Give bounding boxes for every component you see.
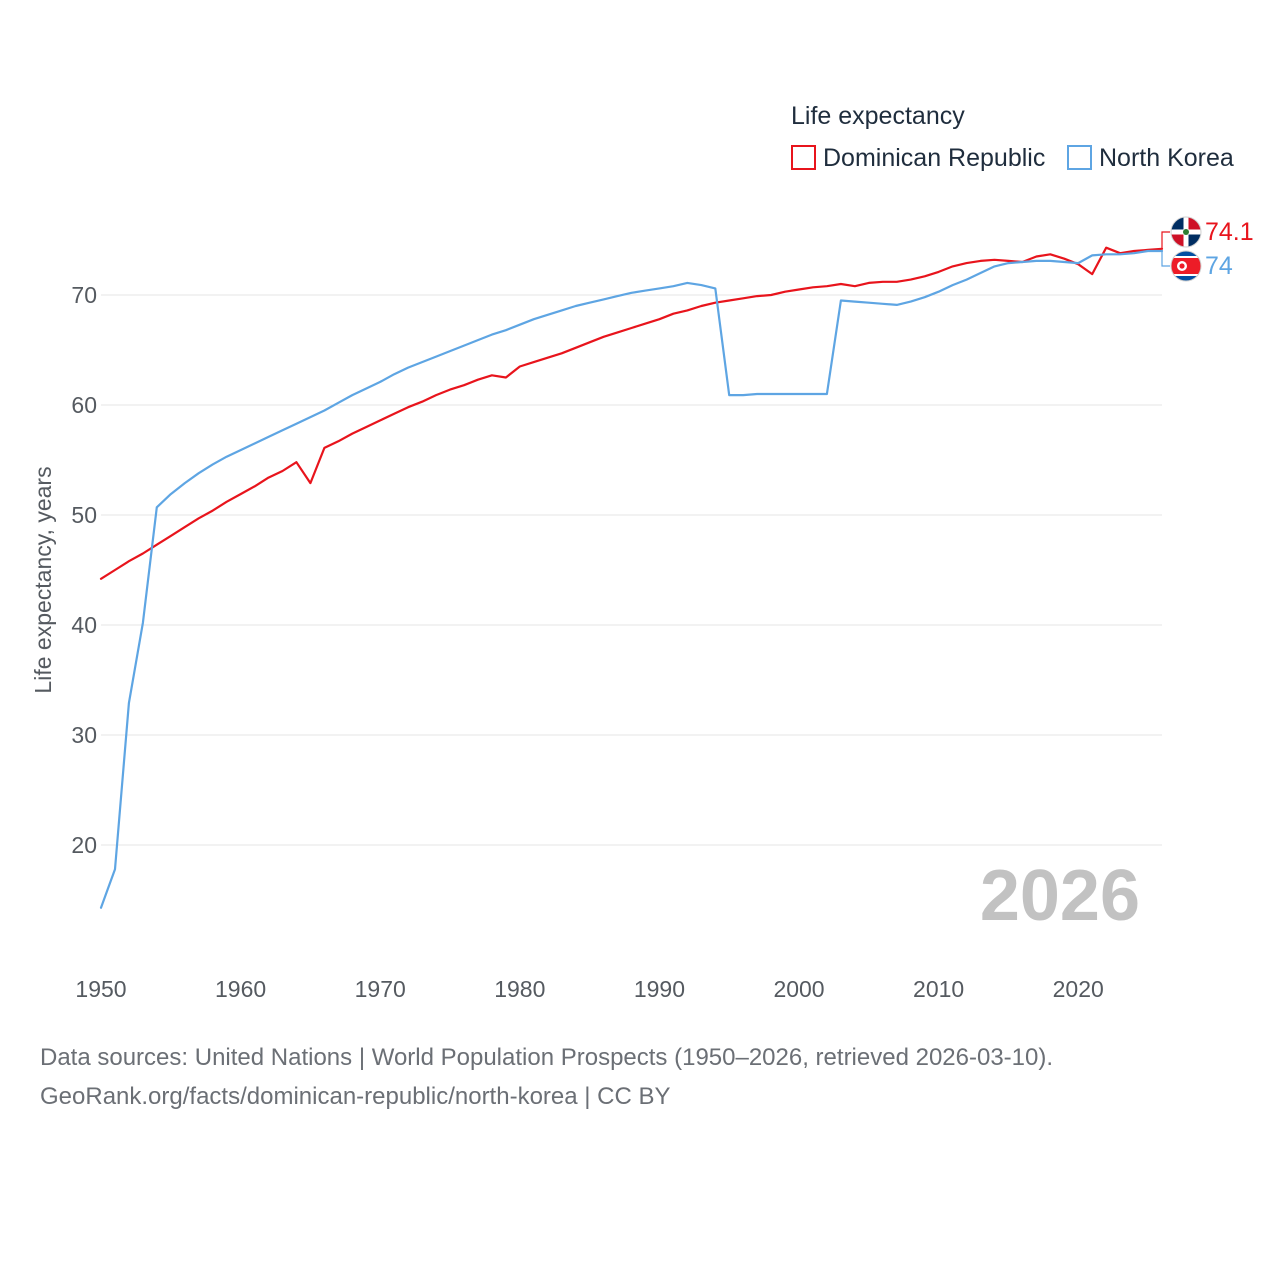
x-tick-label: 1980 (494, 976, 545, 1002)
legend-swatch-dominican-republic[interactable] (791, 145, 816, 170)
end-labels: 74.1 74 (1161, 216, 1254, 282)
y-tick-label: 40 (71, 612, 97, 638)
x-tick-label: 2000 (773, 976, 824, 1002)
y-axis-label: Life expectancy, years (30, 466, 56, 693)
legend-label-north-korea[interactable]: North Korea (1099, 144, 1234, 172)
end-label-connector-north-korea (1161, 250, 1170, 267)
y-tick-label: 30 (71, 722, 97, 748)
data-source-note: Data sources: United Nations | World Pop… (40, 1044, 1054, 1071)
end-value-dominican-republic: 74.1 (1205, 218, 1254, 246)
x-axis-ticks: 1950 1960 1970 1980 1990 2000 2010 2020 (75, 976, 1103, 1002)
x-tick-label: 2020 (1053, 976, 1104, 1002)
gridlines (101, 294, 1162, 846)
x-tick-label: 1990 (634, 976, 685, 1002)
y-axis-ticks: 20 30 40 50 60 70 (71, 282, 97, 858)
credit-link[interactable]: GeoRank.org/facts/dominican-republic/nor… (40, 1083, 671, 1110)
series-lines (99, 246, 1164, 909)
y-tick-label: 20 (71, 832, 97, 858)
current-year-watermark: 2026 (980, 856, 1140, 936)
legend: Life expectancy Dominican Republic North… (791, 102, 1234, 172)
end-value-north-korea: 74 (1205, 252, 1233, 280)
north-korea-flag-icon (1170, 250, 1202, 282)
legend-title: Life expectancy (791, 102, 965, 130)
y-tick-label: 70 (71, 282, 97, 308)
dominican-republic-flag-icon (1170, 216, 1202, 248)
y-tick-label: 50 (71, 502, 97, 528)
y-tick-label: 60 (71, 392, 97, 418)
x-tick-label: 2010 (913, 976, 964, 1002)
legend-label-dominican-republic[interactable]: Dominican Republic (823, 144, 1045, 172)
legend-swatch-north-korea[interactable] (1067, 145, 1092, 170)
end-label-connector-dominican-republic (1161, 231, 1170, 249)
x-tick-label: 1950 (75, 976, 126, 1002)
series-line-dominican-republic[interactable] (99, 246, 1164, 580)
x-tick-label: 1970 (355, 976, 406, 1002)
x-tick-label: 1960 (215, 976, 266, 1002)
series-line-north-korea[interactable] (99, 249, 1164, 909)
